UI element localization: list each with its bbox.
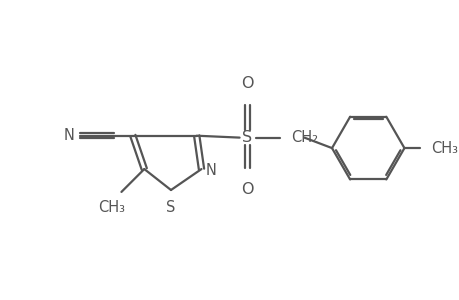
- Text: O: O: [241, 76, 253, 91]
- Text: S: S: [166, 200, 175, 214]
- Text: CH₃: CH₃: [98, 200, 125, 214]
- Text: S: S: [241, 130, 252, 145]
- Text: CH₃: CH₃: [430, 141, 457, 156]
- Text: N: N: [64, 128, 75, 143]
- Text: N: N: [205, 164, 216, 178]
- Text: O: O: [241, 182, 253, 197]
- Text: CH₂: CH₂: [291, 130, 318, 145]
